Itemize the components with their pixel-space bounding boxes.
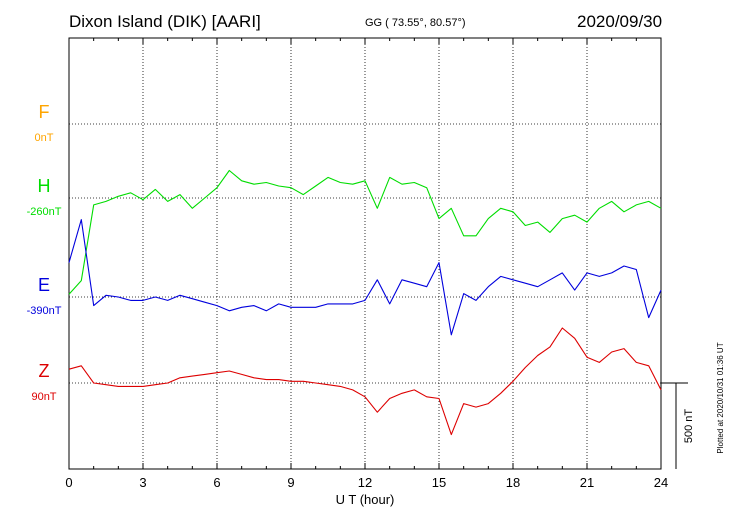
series-baseline-z: 90nT bbox=[31, 391, 56, 403]
geographic-coords: GG ( 73.55°, 80.57°) bbox=[365, 17, 466, 29]
plot-date: 2020/09/30 bbox=[577, 12, 663, 31]
series-name-f: F bbox=[39, 102, 50, 122]
x-tick-label: 12 bbox=[358, 475, 372, 490]
series-name-z: Z bbox=[39, 361, 50, 381]
series-baseline-f: 0nT bbox=[35, 132, 54, 144]
series-line-z bbox=[68, 327, 662, 436]
series-baseline-e: -390nT bbox=[27, 305, 62, 317]
x-tick-label: 24 bbox=[654, 475, 668, 490]
x-tick-label: 21 bbox=[580, 475, 594, 490]
plotted-timestamp: Plotted at 2020/10/31 01:36 UT bbox=[716, 342, 725, 453]
x-tick-label: 9 bbox=[287, 475, 294, 490]
x-tick-label: 3 bbox=[139, 475, 146, 490]
series-name-h: H bbox=[38, 176, 51, 196]
x-axis-label: U T (hour) bbox=[336, 492, 395, 507]
x-tick-label: 18 bbox=[506, 475, 520, 490]
series-line-h bbox=[68, 169, 662, 295]
series-line-e bbox=[68, 219, 662, 336]
series-name-e: E bbox=[38, 275, 50, 295]
series-baseline-h: -260nT bbox=[27, 206, 62, 218]
scale-bar-label: 500 nT bbox=[683, 409, 695, 444]
station-title: Dixon Island (DIK) [AARI] bbox=[69, 12, 261, 31]
x-tick-label: 6 bbox=[213, 475, 220, 490]
x-tick-label: 15 bbox=[432, 475, 446, 490]
x-tick-label: 0 bbox=[65, 475, 72, 490]
